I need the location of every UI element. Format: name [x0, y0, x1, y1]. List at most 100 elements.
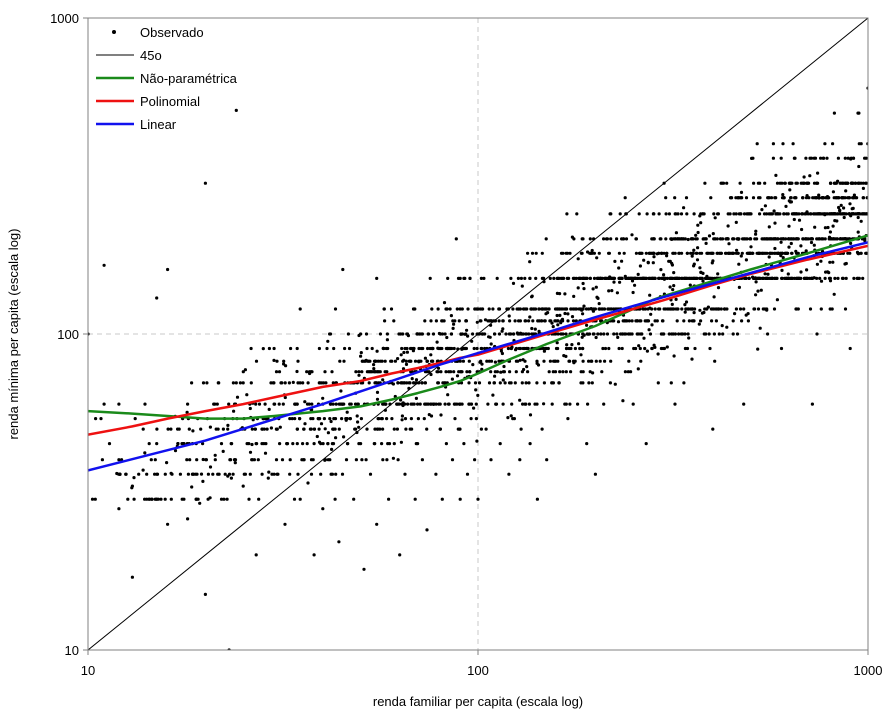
observado-point [484, 427, 488, 431]
observado-point [511, 307, 515, 311]
observado-point [643, 346, 647, 351]
observado-point [763, 181, 767, 185]
observado-point [426, 332, 431, 336]
observado-point [383, 359, 387, 363]
observado-point [683, 310, 687, 314]
observado-point [832, 111, 837, 115]
observado-point [141, 427, 145, 431]
observado-point [185, 410, 189, 414]
observado-point [680, 251, 684, 255]
observado-point [812, 243, 816, 247]
observado-point [648, 306, 652, 310]
observado-point [311, 458, 315, 462]
observado-point [650, 346, 654, 351]
observado-point [587, 359, 591, 363]
observado-point [289, 346, 293, 351]
observado-point [250, 442, 254, 447]
observado-point [751, 156, 755, 160]
observado-point [501, 319, 505, 323]
observado-point [639, 319, 643, 323]
observado-point [847, 212, 851, 216]
observado-point [572, 237, 576, 241]
observado-point [426, 402, 430, 406]
observado-point [659, 346, 664, 351]
observado-point [413, 359, 418, 363]
observado-point [649, 312, 653, 316]
observado-point [354, 458, 358, 462]
observado-point [439, 413, 443, 417]
observado-point [267, 346, 271, 351]
observado-point [664, 237, 668, 241]
observado-point [373, 427, 377, 431]
observado-point [831, 142, 835, 146]
observado-point [716, 286, 721, 290]
observado-point [392, 442, 396, 446]
observado-point [831, 260, 835, 264]
observado-point [225, 497, 229, 501]
observado-point [815, 332, 819, 336]
observado-point [450, 458, 455, 462]
observado-point [518, 398, 522, 402]
observado-point [551, 325, 555, 329]
observado-point [848, 346, 852, 351]
observado-point [617, 346, 621, 351]
observado-point [739, 254, 743, 258]
observado-point [857, 164, 861, 169]
observado-point [201, 479, 205, 483]
observado-point [492, 381, 496, 385]
observado-point [736, 237, 740, 241]
observado-point [362, 567, 366, 571]
observado-point [764, 276, 768, 280]
observado-point [491, 307, 495, 311]
observado-point [789, 241, 793, 246]
observado-point [552, 276, 556, 280]
observado-point [823, 237, 827, 241]
observado-point [311, 417, 315, 421]
observado-point [591, 287, 595, 291]
observado-point [375, 276, 379, 280]
observado-point [695, 251, 699, 255]
observado-point [755, 142, 759, 146]
observado-point [544, 237, 548, 241]
observado-point [835, 196, 840, 200]
observado-point [817, 196, 821, 200]
observado-point [90, 497, 95, 501]
observado-point [153, 458, 157, 462]
observado-point [511, 332, 516, 336]
observado-point [445, 335, 449, 340]
observado-point [535, 381, 539, 385]
observado-point [527, 402, 532, 406]
observado-point [742, 276, 747, 280]
observado-point [849, 157, 853, 161]
observado-point [523, 359, 527, 363]
observado-point [434, 402, 438, 406]
observado-point [844, 276, 848, 280]
observado-point [558, 313, 562, 317]
observado-point [507, 314, 511, 318]
observado-point [652, 255, 656, 259]
observado-point [783, 251, 787, 255]
observado-point [569, 307, 573, 311]
observado-point [812, 196, 817, 200]
observado-point [449, 314, 453, 318]
observado-point [432, 402, 436, 406]
observado-point [595, 256, 599, 260]
observado-point [208, 496, 212, 500]
observado-point [145, 497, 149, 501]
observado-point [465, 370, 469, 374]
observado-point [803, 237, 808, 241]
observado-point [846, 181, 850, 185]
observado-point [692, 262, 696, 266]
observado-point [390, 417, 394, 421]
observado-point [494, 402, 499, 406]
observado-point [377, 417, 381, 421]
observado-point [440, 497, 444, 501]
observado-point [407, 381, 411, 385]
observado-point [808, 237, 813, 241]
observado-point [818, 237, 822, 241]
observado-point [827, 237, 831, 241]
observado-point [756, 289, 760, 293]
observado-point [453, 402, 457, 406]
observado-point [816, 171, 820, 175]
observado-point [746, 312, 750, 316]
